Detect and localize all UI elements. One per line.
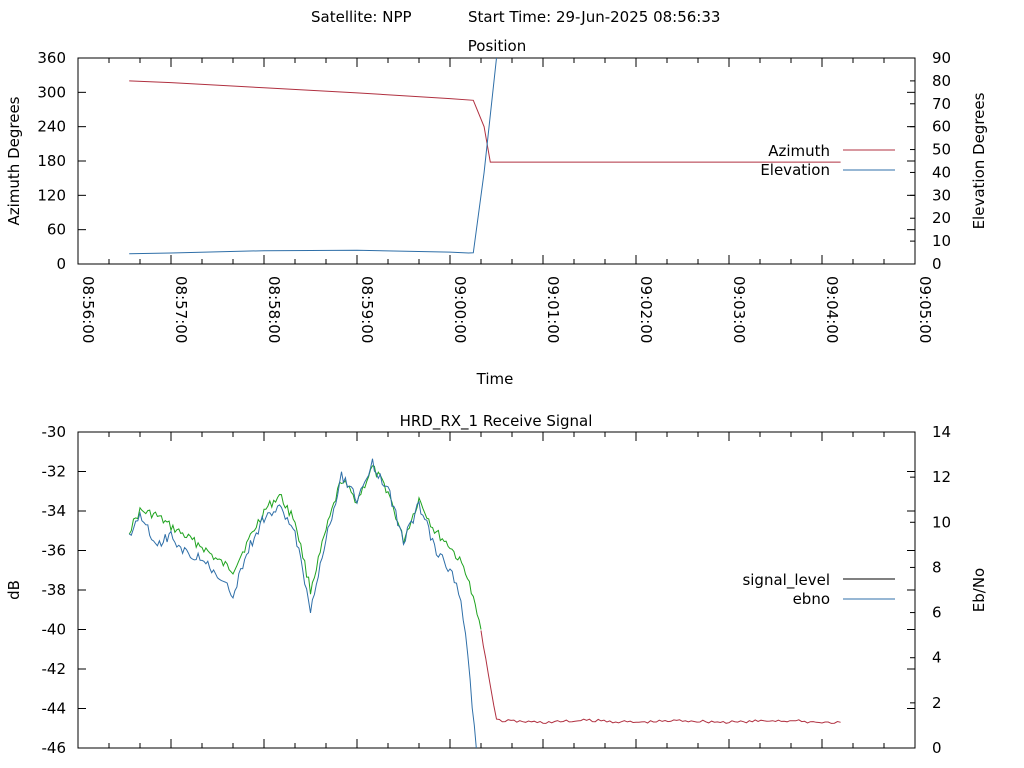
header-start-time: Start Time: 29-Jun-2025 08:56:33	[468, 8, 720, 26]
y-tick-label: 60	[47, 221, 66, 239]
y-tick-label: 120	[37, 186, 66, 204]
legend-ebno-label: ebno	[793, 590, 830, 608]
y-tick-label: -30	[42, 423, 67, 441]
y2-tick-label: 0	[932, 255, 942, 273]
legend-azimuth-label: Azimuth	[768, 142, 830, 160]
y2-tick-label: 10	[932, 232, 951, 250]
y-tick-label: -34	[42, 502, 67, 520]
y-tick-label: 300	[37, 83, 66, 101]
signal-title: HRD_RX_1 Receive Signal	[400, 412, 593, 431]
position-y2-axis: 0 10 20 30 40 50 60 70 80 90	[910, 49, 951, 273]
y2-tick-label: 40	[932, 163, 951, 181]
signal-x-axis	[77, 432, 916, 748]
x-tick-label: 08:59:00	[358, 276, 376, 343]
signal-chart: HRD_RX_1 Receive Signal -46-44-42-40-38-…	[5, 412, 988, 757]
position-y2label: Elevation Degrees	[970, 92, 988, 229]
y-tick-label: -40	[42, 621, 67, 639]
y2-tick-label: 12	[932, 468, 951, 486]
y-tick-label: -38	[42, 581, 67, 599]
y2-tick-label: 60	[932, 118, 951, 136]
position-x-axis: 08:56:00 08:57:00 08:58:00 08:59:00 09:00:00…	[77, 58, 934, 343]
elevation-series-line	[129, 58, 497, 255]
signal-y2-axis: 0 2 4 6 8 10 12 14	[910, 423, 951, 757]
y2-tick-label: 2	[932, 694, 942, 712]
y-tick-label: 180	[37, 152, 66, 170]
header-satellite: Satellite: NPP	[311, 8, 412, 26]
y2-tick-label: 0	[932, 739, 942, 757]
signal-plot-frame	[77, 431, 916, 749]
y-tick-label: 240	[37, 118, 66, 136]
y2-tick-label: 20	[932, 209, 951, 227]
legend-signal-level-label: signal_level	[742, 571, 830, 590]
position-y-axis: 0 60 120 180 240 300 360	[37, 49, 915, 273]
signal-legend: signal_level ebno	[742, 571, 895, 608]
x-tick-label: 09:00:00	[451, 276, 469, 343]
position-ylabel: Azimuth Degrees	[5, 96, 23, 225]
y-tick-label: 0	[56, 255, 66, 273]
x-tick-label: 09:02:00	[637, 276, 655, 343]
azimuth-series-line	[129, 80, 841, 163]
position-series	[129, 58, 841, 255]
signal-series	[128, 458, 841, 748]
ebno-series-line	[128, 458, 477, 748]
signal-ylabel: dB	[5, 580, 23, 600]
y-tick-label: -46	[42, 739, 67, 757]
position-xlabel: Time	[476, 370, 514, 388]
y-tick-label: -36	[42, 542, 67, 560]
signal-level-tail-line	[480, 630, 841, 724]
x-tick-label: 09:01:00	[544, 276, 562, 343]
y2-tick-label: 8	[932, 558, 942, 576]
y2-tick-label: 80	[932, 72, 951, 90]
x-tick-label: 08:58:00	[265, 276, 283, 343]
y2-tick-label: 50	[932, 141, 951, 159]
y2-tick-label: 14	[932, 423, 951, 441]
x-tick-label: 08:56:00	[79, 276, 97, 343]
y2-tick-label: 90	[932, 49, 951, 67]
signal-y2label: Eb/No	[970, 568, 988, 612]
y2-tick-label: 4	[932, 649, 942, 667]
position-legend: Azimuth Elevation	[760, 142, 895, 179]
y-tick-label: -42	[42, 660, 67, 678]
x-tick-label: 08:57:00	[172, 276, 190, 343]
y-tick-label: -44	[42, 700, 67, 718]
position-chart: Position 0 60 120 180 240 300 360 0 10 20 30 40 50 6…	[5, 37, 988, 388]
y2-tick-label: 30	[932, 186, 951, 204]
x-tick-label: 09:05:00	[916, 276, 934, 343]
x-tick-label: 09:03:00	[730, 276, 748, 343]
legend-elevation-label: Elevation	[760, 161, 830, 179]
position-title: Position	[468, 37, 526, 55]
y2-tick-label: 10	[932, 513, 951, 531]
y-tick-label: 360	[37, 49, 66, 67]
y2-tick-label: 6	[932, 604, 942, 622]
y-tick-label: -32	[42, 463, 67, 481]
signal-level-series-line	[128, 465, 482, 630]
y2-tick-label: 70	[932, 95, 951, 113]
signal-y-axis: -46 -44 -42 -40 -38 -36 -34 -32 -30	[42, 423, 915, 757]
x-tick-label: 09:04:00	[823, 276, 841, 343]
